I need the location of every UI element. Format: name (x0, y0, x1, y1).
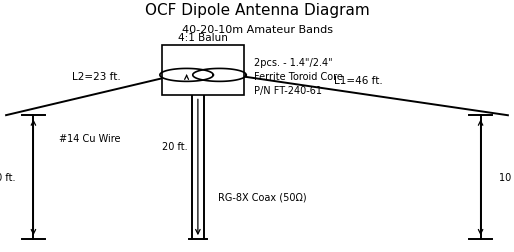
Text: 20 ft.: 20 ft. (162, 141, 188, 151)
Text: 10 ft.: 10 ft. (0, 173, 15, 183)
Text: L1=46 ft.: L1=46 ft. (334, 76, 383, 86)
Text: 40-20-10m Amateur Bands: 40-20-10m Amateur Bands (181, 25, 333, 35)
Text: 10 ft.: 10 ft. (499, 173, 514, 183)
Text: L2=23 ft.: L2=23 ft. (72, 72, 121, 82)
Text: RG-8X Coax (50Ω): RG-8X Coax (50Ω) (218, 192, 307, 202)
Text: 4:1 Balun: 4:1 Balun (178, 33, 228, 43)
Text: #14 Cu Wire: #14 Cu Wire (59, 134, 121, 144)
Text: OCF Dipole Antenna Diagram: OCF Dipole Antenna Diagram (144, 3, 370, 17)
Text: 2pcs. - 1.4"/2.4"
Ferrite Toroid Core
P/N FT-240-61: 2pcs. - 1.4"/2.4" Ferrite Toroid Core P/… (254, 58, 343, 96)
Bar (162, 45, 244, 96)
